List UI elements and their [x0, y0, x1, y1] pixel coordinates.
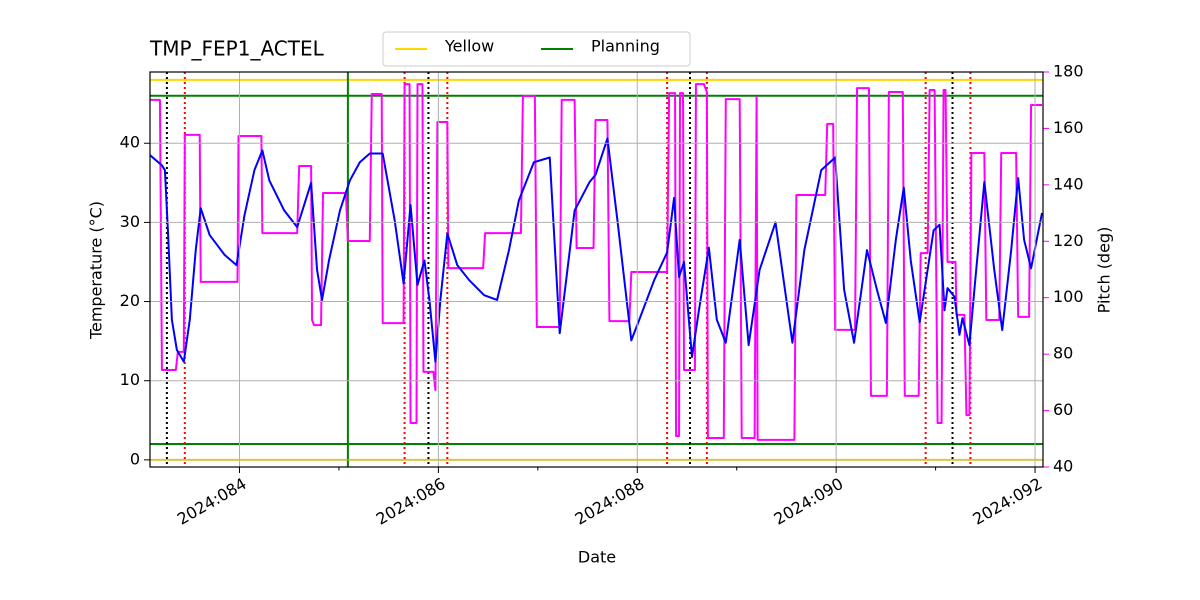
y-tick-label: 10	[120, 370, 140, 389]
y2-tick-label: 40	[1053, 457, 1073, 476]
y2-tick-label: 180	[1053, 62, 1084, 81]
y2-tick-label: 60	[1053, 400, 1073, 419]
chart-title: TMP_FEP1_ACTEL	[149, 37, 325, 61]
y2-tick-label: 100	[1053, 287, 1084, 306]
legend-label: Yellow	[444, 37, 494, 56]
data-line	[150, 137, 1043, 363]
data-line	[150, 83, 1043, 441]
y2-tick-label: 80	[1053, 344, 1073, 363]
y-axis-label: Temperature (°C)	[87, 201, 106, 340]
plot-area	[150, 72, 1043, 467]
y2-axis-label: Pitch (deg)	[1095, 227, 1114, 314]
legend-label: Planning	[591, 37, 660, 56]
y-tick-label: 30	[120, 212, 140, 231]
y2-tick-label: 140	[1053, 174, 1084, 193]
y-tick-label: 20	[120, 291, 140, 310]
legend-box	[382, 31, 691, 67]
y-tick-label: 0	[130, 449, 140, 468]
y2-tick-label: 160	[1053, 118, 1084, 137]
axes-frame	[149, 71, 1044, 468]
y-tick-label: 40	[120, 133, 140, 152]
x-axis-label: Date	[578, 548, 616, 567]
y2-tick-label: 120	[1053, 231, 1084, 250]
